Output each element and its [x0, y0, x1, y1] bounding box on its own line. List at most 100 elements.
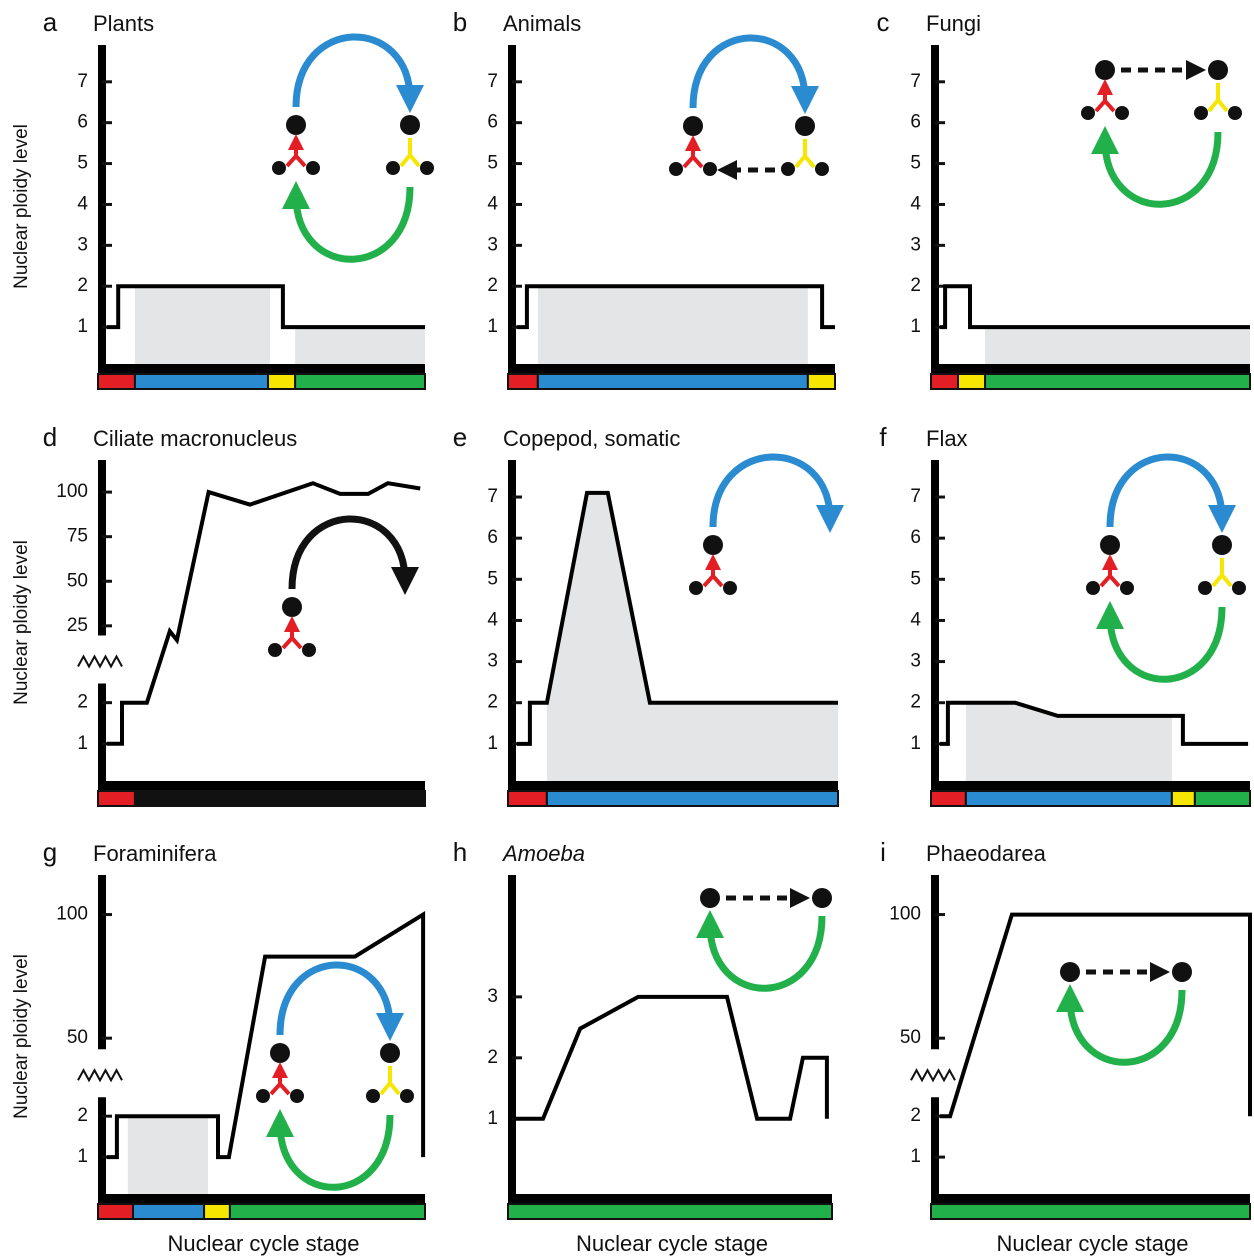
x-axis — [508, 781, 838, 790]
y-tick-label: 1 — [77, 316, 88, 337]
y-tick-label: 7 — [910, 71, 921, 92]
y-tick-label: 6 — [487, 527, 498, 548]
cycle-arrow — [266, 1109, 394, 1191]
cycle-arrow — [696, 910, 826, 992]
nucleus — [781, 162, 795, 176]
y-tick-label: 5 — [487, 568, 498, 589]
stage-segment — [984, 373, 1252, 390]
nucleus — [723, 581, 737, 595]
x-axis — [931, 781, 1250, 790]
stage-segment — [97, 373, 136, 390]
nucleus — [1194, 106, 1208, 120]
y-tick-label: 50 — [67, 1027, 88, 1048]
ploidy-line — [106, 911, 426, 1160]
nucleus — [268, 643, 282, 657]
stage-segment — [930, 790, 967, 807]
meiosis-fork — [379, 1066, 401, 1096]
y-tick-label: 5 — [910, 153, 921, 174]
y-tick-label: 2 — [487, 1047, 498, 1068]
stage-segment — [294, 373, 426, 390]
nucleus — [1172, 962, 1192, 982]
fusion-arrow — [271, 1070, 289, 1096]
nucleus — [683, 116, 703, 136]
panel-title: Plants — [93, 11, 154, 36]
stage-segment — [806, 373, 836, 390]
y-tick-label: 4 — [487, 609, 498, 630]
fusion-arrow — [1101, 562, 1119, 588]
stage-segment — [97, 1203, 135, 1220]
meiosis-fork — [1207, 83, 1229, 113]
y-tick-label: 100 — [56, 904, 88, 925]
nucleus — [1086, 581, 1100, 595]
y-tick-label: 2 — [487, 275, 498, 296]
y-tick-label: 3 — [487, 234, 498, 255]
stage-segment — [956, 373, 987, 390]
nucleus — [306, 161, 320, 175]
y-tick-label: 6 — [77, 112, 88, 133]
panel-title: Flax — [926, 426, 968, 451]
shaded-region — [134, 286, 270, 368]
y-tick-label: 4 — [77, 193, 88, 214]
y-tick-label: 2 — [77, 1105, 88, 1126]
y-tick-label: 100 — [889, 904, 921, 925]
cycle-arrow — [1106, 453, 1236, 533]
axis-break — [77, 1068, 123, 1083]
x-axis — [98, 1194, 425, 1203]
nucleus — [815, 162, 829, 176]
nucleus — [795, 116, 815, 136]
cycle-arrow — [288, 515, 419, 595]
y-tick-label: 2 — [910, 275, 921, 296]
panel-title: Foraminifera — [93, 841, 217, 866]
stage-segment — [97, 790, 136, 807]
y-axis — [98, 683, 106, 785]
stage-segment — [133, 790, 426, 807]
shaded-region — [985, 327, 1250, 368]
nucleus — [400, 1089, 414, 1103]
y-tick-label: 1 — [487, 733, 498, 754]
x-axis-label: Nuclear cycle stage — [576, 1231, 768, 1256]
y-tick-label: 6 — [910, 527, 921, 548]
y-axis — [98, 45, 106, 368]
shaded-region — [546, 492, 838, 785]
y-tick-label: 100 — [56, 481, 88, 502]
y-axis — [508, 875, 516, 1198]
x-axis — [98, 364, 425, 373]
stage-segment — [132, 1203, 206, 1220]
cycle-arrow — [1096, 601, 1226, 683]
y-tick-label: 50 — [67, 570, 88, 591]
x-axis — [508, 1194, 832, 1203]
panel-title: Copepod, somatic — [503, 426, 680, 451]
cycle-arrow — [1091, 126, 1222, 208]
nucleus — [1115, 106, 1129, 120]
y-axis — [508, 45, 516, 368]
y-tick-label: 5 — [77, 153, 88, 174]
y-tick-label: 2 — [487, 692, 498, 713]
panel-letter: h — [453, 837, 467, 867]
nucleus — [386, 161, 400, 175]
panel-letter: g — [43, 837, 57, 867]
nucleus — [1212, 535, 1232, 555]
nucleus — [1198, 581, 1212, 595]
stage-segment — [536, 373, 809, 390]
y-axis-label: Nuclear ploidy level — [11, 540, 32, 705]
shaded-region — [537, 286, 808, 368]
stage-segment — [507, 790, 548, 807]
panel-letter: e — [453, 422, 467, 452]
nucleus — [282, 597, 302, 617]
x-axis-label: Nuclear cycle stage — [997, 1231, 1189, 1256]
y-tick-label: 3 — [487, 986, 498, 1007]
y-tick-label: 75 — [67, 526, 88, 547]
nucleus — [669, 162, 683, 176]
stage-segment — [930, 373, 959, 390]
nucleus — [420, 161, 434, 175]
stage-segment — [1193, 790, 1251, 807]
ploidy-line — [106, 481, 421, 746]
stage-segment — [930, 1203, 1251, 1220]
panel-letter: d — [43, 422, 57, 452]
y-tick-label: 50 — [900, 1027, 921, 1048]
cycle-arrow — [689, 34, 819, 114]
nucleus — [286, 115, 306, 135]
ploidy-line — [516, 284, 835, 330]
nucleus — [1081, 106, 1095, 120]
nucleus — [270, 1043, 290, 1063]
